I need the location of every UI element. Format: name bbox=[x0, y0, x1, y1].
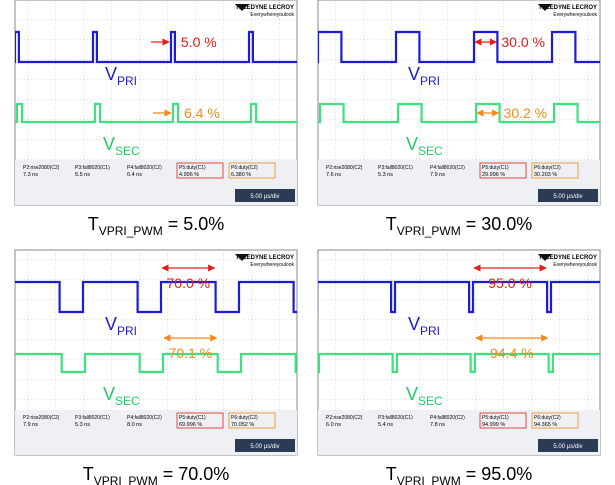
caption-sub: VPRI_PWM bbox=[397, 474, 461, 485]
timebase: 5.00 µs/div bbox=[250, 194, 279, 200]
measure-value: 6.4 ns bbox=[127, 172, 142, 178]
caption-main: T bbox=[88, 214, 99, 234]
measure-value: 94.365 % bbox=[534, 422, 557, 428]
sec-sub: SEC bbox=[418, 394, 443, 408]
caption-main: T bbox=[386, 464, 397, 484]
pri-sub: PRI bbox=[117, 324, 137, 338]
timebase: 5.00 µs/div bbox=[553, 444, 582, 450]
sec-sub: SEC bbox=[115, 144, 140, 158]
measure-label: P5:duty(C1) bbox=[179, 415, 206, 421]
sec-sub: SEC bbox=[418, 144, 443, 158]
measure-value: 6.0 ns bbox=[326, 422, 341, 428]
measure-value: 30.203 % bbox=[534, 172, 557, 178]
sec-sub: SEC bbox=[115, 394, 140, 408]
pri-duty: 5.0 % bbox=[181, 34, 217, 50]
measure-label: P3:fall8020(C1) bbox=[378, 165, 413, 171]
measure-label: P2:rise2080(C2) bbox=[326, 415, 363, 421]
sec-duty: 30.2 % bbox=[504, 105, 548, 121]
measure-value: 70.052 % bbox=[231, 422, 254, 428]
sec-duty: 94.4 % bbox=[490, 345, 534, 361]
grid bbox=[15, 250, 297, 410]
measure-label: P3:fall8020(C1) bbox=[378, 415, 413, 421]
timebase: 5.00 µs/div bbox=[250, 444, 279, 450]
sec-main: V bbox=[103, 134, 115, 154]
pri-main: V bbox=[408, 64, 420, 84]
sec-main: V bbox=[406, 134, 418, 154]
measure-label: P4:fall8020(C2) bbox=[127, 415, 162, 421]
measure-label: P4:fall8020(C2) bbox=[430, 415, 465, 421]
measure-label: P4:fall8020(C2) bbox=[127, 165, 162, 171]
caption-value: = 30.0% bbox=[466, 214, 533, 234]
caption-main: T bbox=[83, 464, 94, 484]
caption-value: = 5.0% bbox=[168, 214, 225, 234]
measure-label: P6:duty(C2) bbox=[231, 165, 258, 171]
measure-value: 7.9 ns bbox=[23, 422, 38, 428]
caption-value: = 95.0% bbox=[466, 464, 533, 484]
measure-value: 6.380 % bbox=[231, 172, 251, 178]
caption: TVPRI_PWM = 95.0% bbox=[386, 464, 533, 485]
measure-value: 5.3 ns bbox=[75, 422, 90, 428]
measure-label: P6:duty(C2) bbox=[534, 415, 561, 421]
caption: TVPRI_PWM = 30.0% bbox=[386, 214, 533, 238]
measure-value: 5.5 ns bbox=[75, 172, 90, 178]
pri-duty: 95.0 % bbox=[488, 275, 532, 291]
measure-label: P3:fall8020(C1) bbox=[75, 165, 110, 171]
pri-sub: PRI bbox=[420, 324, 440, 338]
pri-main: V bbox=[105, 64, 117, 84]
measure-label: P5:duty(C1) bbox=[482, 165, 509, 171]
measure-value: 7.6 ns bbox=[326, 172, 341, 178]
figure: 5.0 %6.4 %VPRIVSECTELEDYNE LECROYEverywh… bbox=[0, 0, 615, 485]
measure-value: 4.996 % bbox=[179, 172, 199, 178]
pri-main: V bbox=[105, 314, 117, 334]
sec-main: V bbox=[103, 384, 115, 404]
caption-main: T bbox=[386, 214, 397, 234]
measure-value: 7.9 ns bbox=[430, 172, 445, 178]
measure-value: 5.3 ns bbox=[378, 172, 393, 178]
caption-value: = 70.0% bbox=[163, 464, 230, 484]
caption-sub: VPRI_PWM bbox=[397, 224, 461, 238]
pri-sub: PRI bbox=[117, 74, 137, 88]
measure-label: P2:rise2080(C2) bbox=[326, 165, 363, 171]
measure-value: 29.996 % bbox=[482, 172, 505, 178]
sec-duty: 6.4 % bbox=[184, 105, 220, 121]
measure-value: 69.996 % bbox=[179, 422, 202, 428]
measure-label: P5:duty(C1) bbox=[179, 165, 206, 171]
measure-label: P2:rise2080(C2) bbox=[23, 415, 60, 421]
measure-label: P3:fall8020(C1) bbox=[75, 415, 110, 421]
measure-value: 94.999 % bbox=[482, 422, 505, 428]
tagline: Everywhereyoulook bbox=[250, 12, 294, 18]
pri-duty: 30.0 % bbox=[501, 34, 545, 50]
caption: TVPRI_PWM = 5.0% bbox=[88, 214, 225, 238]
caption-sub: VPRI_PWM bbox=[94, 474, 158, 485]
pri-sub: PRI bbox=[420, 74, 440, 88]
sec-duty: 70.1 % bbox=[169, 345, 213, 361]
measure-label: P2:rise2080(C2) bbox=[23, 165, 60, 171]
caption: TVPRI_PWM = 70.0% bbox=[83, 464, 230, 485]
tagline: Everywhereyoulook bbox=[250, 262, 294, 268]
pri-main: V bbox=[408, 314, 420, 334]
measure-value: 8.0 ns bbox=[127, 422, 142, 428]
measure-value: 7.8 ns bbox=[430, 422, 445, 428]
measure-label: P6:duty(C2) bbox=[534, 165, 561, 171]
grid bbox=[318, 0, 600, 160]
measure-value: 7.3 ns bbox=[23, 172, 38, 178]
sec-main: V bbox=[406, 384, 418, 404]
pri-duty: 70.0 % bbox=[167, 275, 211, 291]
measure-label: P5:duty(C1) bbox=[482, 415, 509, 421]
measure-label: P4:fall8020(C2) bbox=[430, 165, 465, 171]
caption-sub: VPRI_PWM bbox=[99, 224, 163, 238]
measure-label: P6:duty(C2) bbox=[231, 415, 258, 421]
grid bbox=[318, 250, 600, 410]
measure-value: 5.4 ns bbox=[378, 422, 393, 428]
grid bbox=[15, 0, 297, 160]
timebase: 5.00 µs/div bbox=[553, 194, 582, 200]
tagline: Everywhereyoulook bbox=[553, 262, 597, 268]
tagline: Everywhereyoulook bbox=[553, 12, 597, 18]
